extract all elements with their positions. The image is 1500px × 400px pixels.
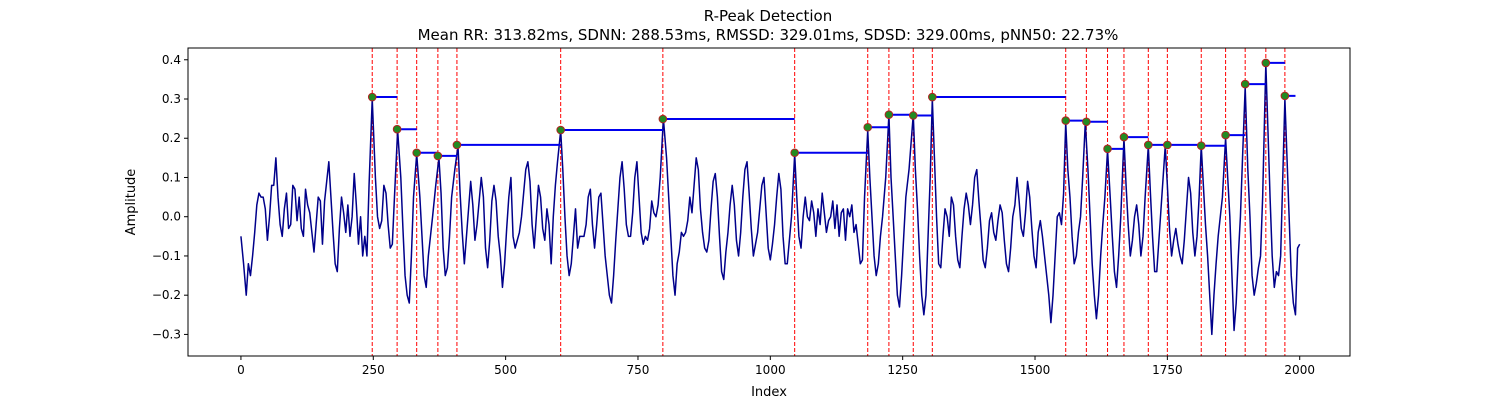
peak-marker-3 bbox=[433, 151, 443, 161]
x-tick-label-3: 750 bbox=[627, 363, 650, 377]
y-tick-label-4: 0.1 bbox=[162, 170, 181, 184]
peak-marker-18 bbox=[1196, 141, 1206, 150]
peak-marker-5 bbox=[556, 125, 565, 135]
axes-frame bbox=[187, 47, 1351, 357]
peak-marker-11 bbox=[928, 92, 937, 102]
x-tick-label-7: 1750 bbox=[1152, 363, 1183, 377]
chart-title: R-Peak Detection bbox=[704, 7, 832, 25]
peak-marker-20 bbox=[1240, 79, 1250, 89]
peak-marker-4 bbox=[452, 140, 462, 150]
plot-area bbox=[240, 48, 1301, 356]
peak-marker-13 bbox=[1082, 117, 1091, 127]
peak-marker-16 bbox=[1144, 140, 1153, 150]
y-tick-label-5: 0.2 bbox=[162, 131, 181, 145]
y-axis-label: Amplitude bbox=[124, 169, 139, 236]
peak-marker-6 bbox=[658, 114, 668, 124]
peak-marker-7 bbox=[790, 148, 799, 158]
peak-marker-10 bbox=[908, 111, 918, 120]
peak-marker-9 bbox=[884, 110, 894, 120]
peak-marker-1 bbox=[392, 124, 402, 134]
y-tick-label-2: −0.1 bbox=[152, 249, 181, 263]
peak-marker-0 bbox=[367, 92, 377, 102]
x-tick-label-5: 1250 bbox=[887, 363, 918, 377]
peak-marker-21 bbox=[1261, 58, 1271, 68]
x-axis-label: Index bbox=[751, 385, 787, 400]
x-tick-label-1: 250 bbox=[362, 363, 385, 377]
peak-marker-12 bbox=[1061, 116, 1071, 125]
peak-marker-17 bbox=[1163, 140, 1172, 150]
x-tick-label-2: 500 bbox=[494, 363, 517, 377]
chart-subtitle: Mean RR: 313.82ms, SDNN: 288.53ms, RMSSD… bbox=[418, 26, 1119, 44]
peak-marker-8 bbox=[863, 122, 873, 132]
x-tick-label-4: 1000 bbox=[755, 363, 786, 377]
y-tick-label-1: −0.2 bbox=[152, 288, 181, 302]
peak-marker-22 bbox=[1280, 91, 1290, 101]
x-tick-label-6: 1500 bbox=[1020, 363, 1051, 377]
peak-marker-19 bbox=[1221, 130, 1230, 140]
peak-marker-15 bbox=[1119, 132, 1129, 142]
y-tick-label-0: −0.3 bbox=[152, 327, 181, 341]
y-tick-label-7: 0.4 bbox=[162, 53, 181, 67]
peak-marker-14 bbox=[1103, 144, 1112, 154]
x-tick-label-8: 2000 bbox=[1284, 363, 1315, 377]
axis-ticks: 0 250 500 750 1000 1250 1500 1750 2000 −0.3 −0.2 −0… bbox=[152, 53, 1315, 377]
y-tick-label-6: 0.3 bbox=[162, 92, 181, 106]
x-tick-label-0: 0 bbox=[237, 363, 245, 377]
peak-marker-2 bbox=[412, 148, 421, 158]
y-tick-label-3: 0.0 bbox=[162, 210, 181, 224]
